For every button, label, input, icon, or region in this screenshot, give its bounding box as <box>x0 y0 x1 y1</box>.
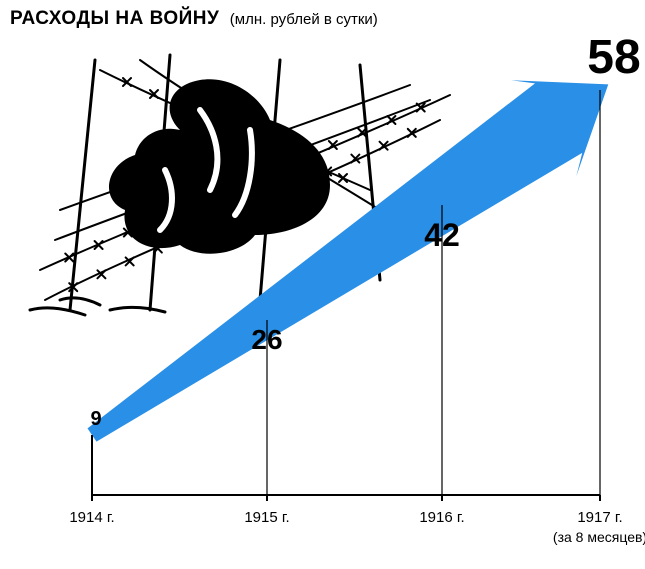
value-label: 42 <box>424 219 460 251</box>
value-label: 58 <box>587 34 640 82</box>
x-axis-sublabel: (за 8 месяцев) <box>553 529 645 545</box>
value-label: 26 <box>251 326 282 354</box>
chart-axes <box>0 0 645 569</box>
x-axis-label: 1917 г. <box>577 509 622 526</box>
value-label: 9 <box>90 409 101 429</box>
war-expenses-chart: РАСХОДЫ НА ВОЙНУ (млн. рублей в сутки) 9… <box>0 0 645 569</box>
x-axis-label: 1916 г. <box>419 509 464 526</box>
x-axis-label: 1915 г. <box>244 509 289 526</box>
x-axis-label: 1914 г. <box>69 509 114 526</box>
